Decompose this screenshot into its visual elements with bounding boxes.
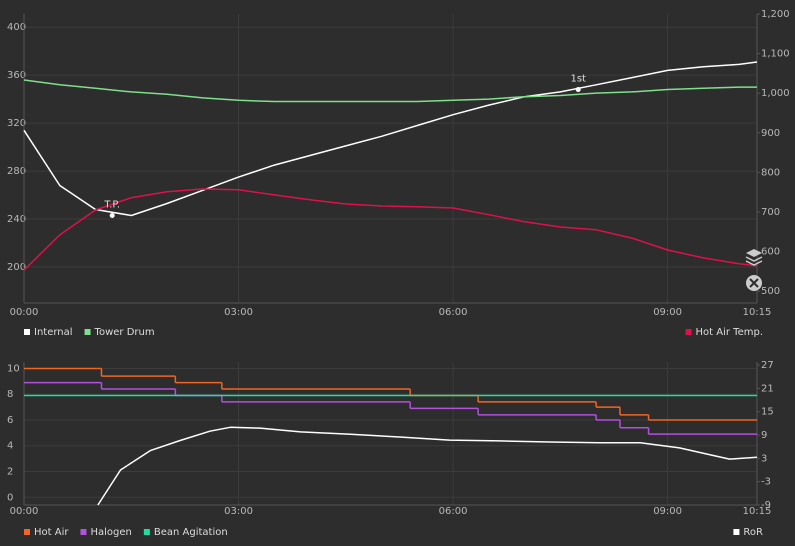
y-tick-label: 240 [7, 214, 26, 225]
series-line [23, 188, 758, 271]
y2-tick-label: 3 [761, 453, 767, 464]
x-tick-label: 03:00 [224, 506, 253, 517]
legend-label: Internal [34, 327, 73, 338]
x-tick-label: 03:00 [224, 307, 253, 318]
legend-swatch [80, 529, 87, 535]
x-tick-label: 00:00 [10, 307, 39, 318]
y2-tick-label: 1,100 [761, 49, 790, 60]
y2-tick-label: 1,200 [761, 9, 790, 20]
y-tick-label: 400 [7, 22, 26, 33]
x-tick-label: 10:15 [743, 307, 772, 318]
y2-tick-label: 700 [761, 207, 780, 218]
y-tick-label: 320 [7, 118, 26, 129]
layers-icon[interactable] [745, 249, 763, 266]
y-tick-label: 4 [7, 441, 13, 452]
x-tick-label: 09:00 [653, 307, 682, 318]
y-tick-label: 10 [7, 363, 20, 374]
annotation-label: 1st [570, 74, 586, 85]
y2-tick-label: 1,000 [761, 88, 790, 99]
y2-tick-label: 800 [761, 167, 780, 178]
series-line [97, 426, 758, 506]
series-line [23, 79, 757, 103]
y2-tick-label: 15 [761, 407, 774, 418]
y-tick-label: 200 [7, 262, 26, 273]
y-tick-label: 2 [7, 467, 13, 478]
y2-tick-label: 21 [761, 383, 774, 394]
y-tick-label: 360 [7, 70, 26, 81]
legend-label: Halogen [90, 527, 131, 538]
legend-swatch [24, 329, 30, 335]
y-tick-label: 8 [7, 389, 13, 400]
y2-tick-label: -3 [761, 477, 771, 488]
x-tick-label: 06:00 [439, 307, 468, 318]
legend-swatch [733, 529, 740, 535]
y-tick-label: 280 [7, 166, 26, 177]
y-tick-label: 6 [7, 415, 13, 426]
y2-tick-label: 600 [761, 247, 780, 258]
annotation-marker [575, 87, 581, 93]
x-tick-label: 09:00 [653, 506, 682, 517]
y2-tick-label: 900 [761, 128, 780, 139]
legend-label: Hot Air [34, 527, 69, 538]
legend-swatch [143, 529, 150, 535]
legend-label: Tower Drum [94, 327, 155, 338]
series-line [23, 61, 758, 217]
y-tick-label: 0 [7, 492, 13, 503]
y2-tick-label: -9 [761, 500, 771, 511]
x-tick-label: 06:00 [439, 506, 468, 517]
legend-label: RoR [743, 527, 763, 538]
legend-label: Bean Agitation [154, 527, 228, 538]
legend-label: Hot Air Temp. [696, 327, 763, 338]
legend-swatch [685, 329, 692, 335]
y2-tick-label: 27 [761, 360, 774, 371]
legend-swatch [84, 329, 91, 335]
y2-tick-label: 500 [761, 286, 780, 297]
x-tick-label: 00:00 [10, 506, 39, 517]
y2-tick-label: 9 [761, 430, 767, 441]
close-icon[interactable] [746, 275, 762, 291]
x-tick-label: 10:15 [743, 506, 772, 517]
annotation-marker [109, 212, 115, 218]
annotation-label: T.P. [103, 199, 120, 210]
legend-swatch [24, 529, 30, 535]
